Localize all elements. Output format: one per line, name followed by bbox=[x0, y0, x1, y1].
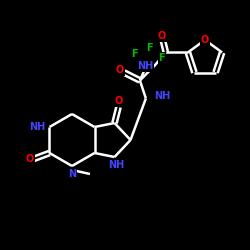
Text: O: O bbox=[201, 35, 209, 45]
Text: F: F bbox=[132, 50, 138, 59]
Text: F: F bbox=[146, 44, 153, 54]
Text: NH: NH bbox=[154, 92, 170, 102]
Text: NH: NH bbox=[108, 160, 125, 170]
Text: O: O bbox=[114, 96, 123, 106]
Text: F: F bbox=[158, 54, 165, 64]
Text: O: O bbox=[116, 66, 124, 76]
Text: NH: NH bbox=[137, 62, 153, 72]
Text: NH: NH bbox=[29, 122, 46, 132]
Text: O: O bbox=[158, 32, 166, 42]
Text: O: O bbox=[25, 154, 34, 164]
Text: N: N bbox=[68, 169, 76, 179]
